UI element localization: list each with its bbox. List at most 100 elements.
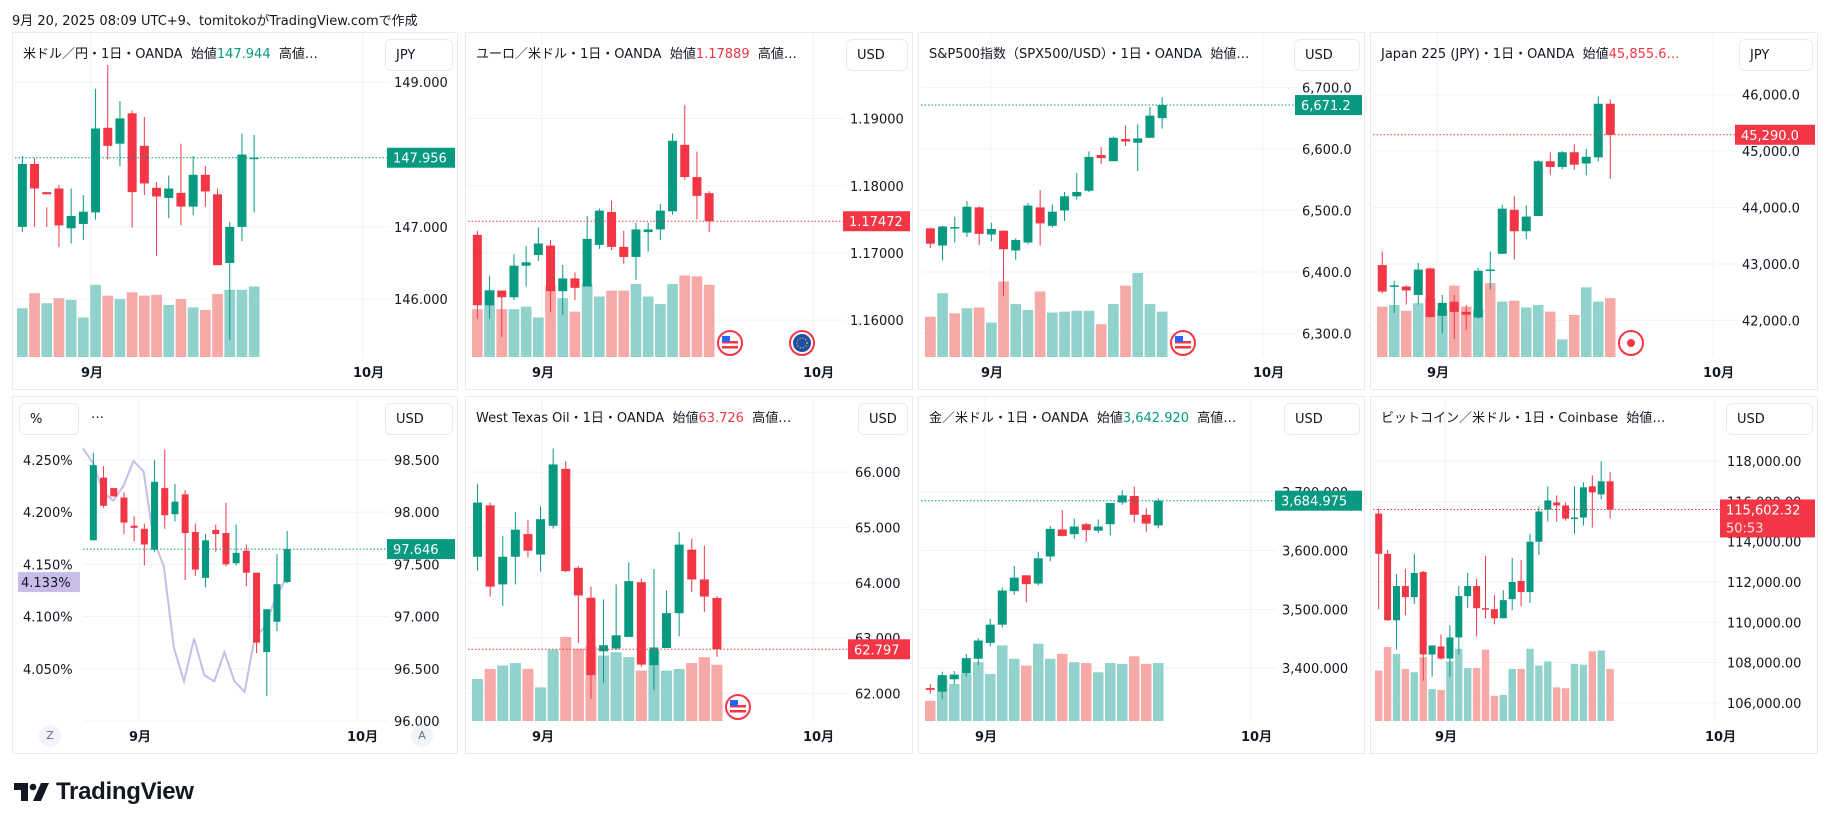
chart-panel[interactable]: 46,000.0 45,000.0 44,000.0 43,000.0 42,000.0…	[1370, 32, 1818, 390]
candle	[1419, 570, 1427, 681]
candle	[1606, 472, 1614, 519]
currency-button[interactable]: USD	[385, 403, 453, 435]
currency-button[interactable]: USD	[1284, 403, 1360, 435]
chart-panel[interactable]: 66.00065.00064.00063.00062.00062.7979月10…	[465, 396, 913, 754]
candle-body	[594, 210, 604, 245]
candle-body	[1081, 524, 1091, 531]
time-axis-label: 10月	[1703, 366, 1734, 381]
candle-body	[30, 163, 40, 189]
candle	[1509, 196, 1519, 260]
currency-button[interactable]: USD	[1726, 403, 1813, 435]
currency-button[interactable]: USD	[1294, 39, 1360, 71]
symbol-title[interactable]: 米ドル／円・1日・OANDA 始値147.944 高値…	[23, 43, 318, 62]
chart-panel[interactable]: 149.000 147.000 146.000 147.956 9月 10月 米ドル／円・1…	[12, 32, 458, 390]
volume-bar	[472, 309, 483, 357]
currency-button[interactable]: USD	[858, 403, 908, 435]
symbol-title[interactable]: …	[91, 407, 104, 422]
price-tick-label: 1.19000	[850, 113, 904, 128]
time-axis-label: 9月	[129, 730, 151, 745]
candle-body	[1455, 596, 1463, 638]
symbol-title[interactable]: ビットコイン／米ドル・1日・Coinbase 始値…	[1381, 407, 1665, 426]
candle	[232, 524, 240, 566]
chart-panel[interactable]: 6,700.0 6,600.0 6,500.0 6,400.0 6,300.0 6,671…	[918, 32, 1365, 390]
record-dot-icon[interactable]	[1618, 330, 1644, 356]
chart-canvas[interactable]: 1.19000 1.18000 1.17000 1.16000 1.17472 9月 10月	[466, 33, 913, 390]
chart-panel[interactable]: 118,000.00116,000.00114,000.00112,000.00…	[1370, 396, 1818, 754]
candle-body	[1533, 161, 1543, 216]
chart-canvas[interactable]: 6,700.0 6,600.0 6,500.0 6,400.0 6,300.0 6,671…	[919, 33, 1365, 390]
auto-scale-button[interactable]: A	[411, 725, 433, 747]
candle	[937, 671, 947, 699]
price-tick-label: 43,000.0	[1742, 258, 1800, 273]
chart-canvas[interactable]: 98.50098.00097.50097.00096.50096.00097.6…	[13, 397, 458, 754]
candle-body	[249, 157, 259, 160]
candle	[472, 230, 482, 319]
volume-bar	[679, 275, 691, 357]
volume-bar	[1047, 312, 1058, 357]
volume-bar	[1557, 339, 1568, 357]
time-axis-label: 9月	[975, 730, 997, 745]
currency-button[interactable]: USD	[846, 39, 908, 71]
symbol-title[interactable]: S&P500指数（SPX500/USD）・1日・OANDA 始値…	[929, 43, 1249, 62]
time-axis-label: 10月	[803, 730, 834, 745]
us-flag-icon[interactable]	[1170, 330, 1196, 356]
candle-body	[485, 505, 495, 587]
volume-bar	[547, 649, 559, 721]
candle	[950, 216, 960, 243]
chart-canvas[interactable]: 46,000.0 45,000.0 44,000.0 43,000.0 42,000.0…	[1371, 33, 1818, 390]
candle	[925, 227, 935, 249]
chart-panel[interactable]: 98.500 98.000 97.500 97.000 96.500 96.000 97.6…	[12, 396, 458, 754]
candle-body	[1153, 500, 1163, 526]
chart-panel[interactable]: 3,700.0003,600.0003,500.0003,400.0003,68…	[918, 396, 1365, 754]
price-tick-label: 112,000.00	[1727, 576, 1801, 591]
volume-bar	[1375, 670, 1383, 721]
candle	[242, 544, 250, 587]
candle	[1446, 625, 1454, 677]
candle	[680, 105, 690, 180]
candle-body	[1384, 553, 1392, 621]
price-tick-label: 110,000.00	[1727, 616, 1801, 631]
candle	[573, 566, 583, 644]
candle	[1579, 482, 1587, 526]
candle-body	[1425, 268, 1435, 317]
candle-body	[655, 210, 665, 230]
candle-body	[619, 246, 629, 257]
volume-bar	[533, 317, 544, 357]
currency-button[interactable]: JPY	[1739, 39, 1813, 71]
chart-canvas[interactable]: 118,000.00116,000.00114,000.00112,000.00…	[1371, 397, 1818, 754]
candle	[704, 191, 714, 233]
symbol-title-text: S&P500指数（SPX500/USD）・1日・OANDA 始値…	[929, 47, 1250, 62]
us-flag-icon[interactable]	[725, 694, 751, 720]
currency-button[interactable]: JPY	[385, 39, 453, 71]
candle	[692, 151, 702, 220]
candle	[1117, 490, 1127, 505]
candle	[1562, 502, 1570, 521]
volume-bar	[1472, 668, 1481, 721]
candle	[973, 638, 983, 666]
chart-canvas[interactable]: 66.00065.00064.00063.00062.00062.7979月10…	[466, 397, 913, 754]
symbol-title[interactable]: Japan 225 (JPY)・1日・OANDA 始値45,855.6…	[1381, 43, 1680, 62]
open-value: 3,642.920	[1122, 411, 1190, 426]
candle	[181, 490, 189, 580]
chart-canvas[interactable]: 3,700.0003,600.0003,500.0003,400.0003,68…	[919, 397, 1365, 754]
candle	[115, 101, 125, 167]
us-flag-icon[interactable]	[717, 330, 743, 356]
symbol-title[interactable]: West Texas Oil・1日・OANDA 始値63.726 高値…	[476, 407, 791, 426]
eu-flag-icon[interactable]	[789, 330, 815, 356]
left-scale-button[interactable]: %	[19, 403, 79, 435]
volume-bar	[1481, 649, 1490, 721]
volume-bar	[1120, 285, 1131, 357]
price-tick-label: 6,400.0	[1302, 266, 1352, 281]
volume-bar	[41, 303, 53, 357]
last-price-label: 97.646	[393, 543, 439, 558]
symbol-title[interactable]: 金／米ドル・1日・OANDA 始値3,642.920 高値…	[929, 407, 1236, 426]
zoom-scale-button[interactable]: Z	[39, 725, 61, 747]
volume-bar	[1499, 694, 1507, 721]
candle-body	[1605, 103, 1615, 135]
compare-series-line	[82, 447, 286, 694]
chart-panel[interactable]: 1.19000 1.18000 1.17000 1.16000 1.17472 9月 10月…	[465, 32, 913, 390]
candle-body	[1096, 155, 1106, 159]
symbol-title[interactable]: ユーロ／米ドル・1日・OANDA 始値1.17889 高値…	[476, 43, 797, 62]
chart-canvas[interactable]: 149.000 147.000 146.000 147.956 9月 10月	[13, 33, 458, 390]
tradingview-logo[interactable]: TradingView	[14, 778, 194, 806]
